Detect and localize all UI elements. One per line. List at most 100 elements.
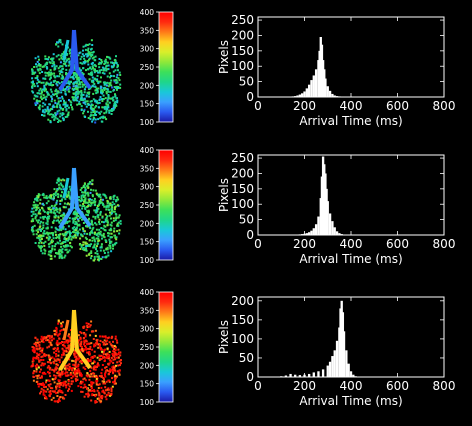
y-tick-label: 50 [239,351,254,365]
histogram-bar [317,216,320,235]
x-axis-label: Arrival Time (ms) [299,252,402,266]
histogram-bar [312,75,315,97]
histogram-bar [333,95,336,97]
x-tick-label: 400 [340,379,363,393]
histogram-bar [305,88,308,97]
y-tick-label: 150 [231,44,254,58]
x-tick-label: 800 [433,379,456,393]
colorbar-tick-label: 150 [140,238,155,247]
histogram-bar [326,365,329,377]
histogram-bar [325,188,328,235]
histogram-bar [310,80,313,97]
colorbar-gradient [158,291,174,403]
colorbar-tick-label: 150 [140,380,155,389]
plot-frame [257,154,445,236]
x-tick-label: 200 [293,237,316,251]
colorbar-tick-label: 250 [140,201,155,210]
histogram-bar [310,230,313,235]
colorbar-tick-label: 250 [140,63,155,72]
plot-frame [257,16,445,98]
colorbar-gradient [158,11,174,123]
colorbar-tick-label: 400 [140,8,155,17]
y-tick-label: 200 [231,166,254,180]
histogram-bar [314,224,318,235]
y-tick-label: 250 [231,13,254,27]
colorbar-tick-label: 400 [140,146,155,155]
y-tick-label: 150 [231,182,254,196]
colorbar-tick-label: 250 [140,343,155,352]
histogram-bar [345,350,348,377]
histogram-bar [338,327,341,377]
histogram-bar [354,376,357,377]
x-tick-label: 600 [386,379,409,393]
y-axis-label: Pixels [217,178,231,212]
histogram-bars [280,300,357,377]
lung-speckles [30,177,122,262]
colorbar-tick-label: 350 [140,306,155,315]
y-tick-label: 100 [231,332,254,346]
colorbar-tick-label: 300 [140,45,155,54]
colorbar-tick-label: 400 [140,288,155,297]
y-tick-label: 0 [246,370,254,384]
histogram-bar [340,234,343,235]
colorbar-gradient [158,149,174,261]
colorbar-tick-label: 100 [140,118,155,127]
histogram-bar [320,44,324,97]
histogram-bar [301,234,304,235]
histogram-bar [291,96,295,97]
lung-vessels [58,309,92,372]
y-axis-label: Pixels [217,40,231,74]
colorbar-tick-label: 350 [140,164,155,173]
histogram-bar [294,96,297,97]
colorbar-tick-label: 200 [140,219,155,228]
histogram-bar [324,78,327,97]
histogram-bar [301,93,304,97]
colorbar-tick-label: 200 [140,81,155,90]
colorbar-tick-label: 350 [140,26,155,35]
lung-map-2 [30,167,122,262]
histogram-bar [335,231,339,235]
x-axis-label: Arrival Time (ms) [299,394,402,408]
y-tick-label: 250 [231,151,254,165]
histogram-bar [328,90,332,97]
lung-map-3 [30,309,122,404]
histogram-bar [298,234,302,235]
x-tick-label: 200 [293,379,316,393]
histogram-bar [284,375,288,377]
histogram-bar [280,376,283,377]
y-tick-label: 150 [231,313,254,327]
colorbar-tick-label: 150 [140,100,155,109]
colorbar-tick-label: 100 [140,256,155,265]
colorbar-3: 400 350 300 250 200 150 100 [140,288,174,407]
x-tick-label: 800 [433,99,456,113]
histogram-bar [328,361,332,377]
plot-frame [257,296,445,378]
histogram-bar [320,176,324,235]
x-tick-label: 0 [254,379,262,393]
y-tick-label: 0 [246,228,254,242]
colorbar-tick-label: 300 [140,325,155,334]
y-tick-label: 200 [231,28,254,42]
y-tick-label: 50 [239,75,254,89]
histogram-bar [298,375,302,377]
histogram-bar [328,213,332,235]
histogram-bar [333,227,336,235]
colorbar-tick-label: 200 [140,361,155,370]
colorbar-tick-label: 100 [140,398,155,407]
x-tick-label: 400 [340,237,363,251]
histogram-bar [307,232,311,235]
x-axis-label: Arrival Time (ms) [299,114,402,128]
x-tick-label: 400 [340,99,363,113]
histogram-bar [312,228,315,235]
x-tick-label: 0 [254,237,262,251]
histogram-bar [335,340,339,377]
y-tick-label: 200 [231,294,254,308]
y-tick-label: 50 [239,213,254,227]
histogram-bar [307,373,311,377]
